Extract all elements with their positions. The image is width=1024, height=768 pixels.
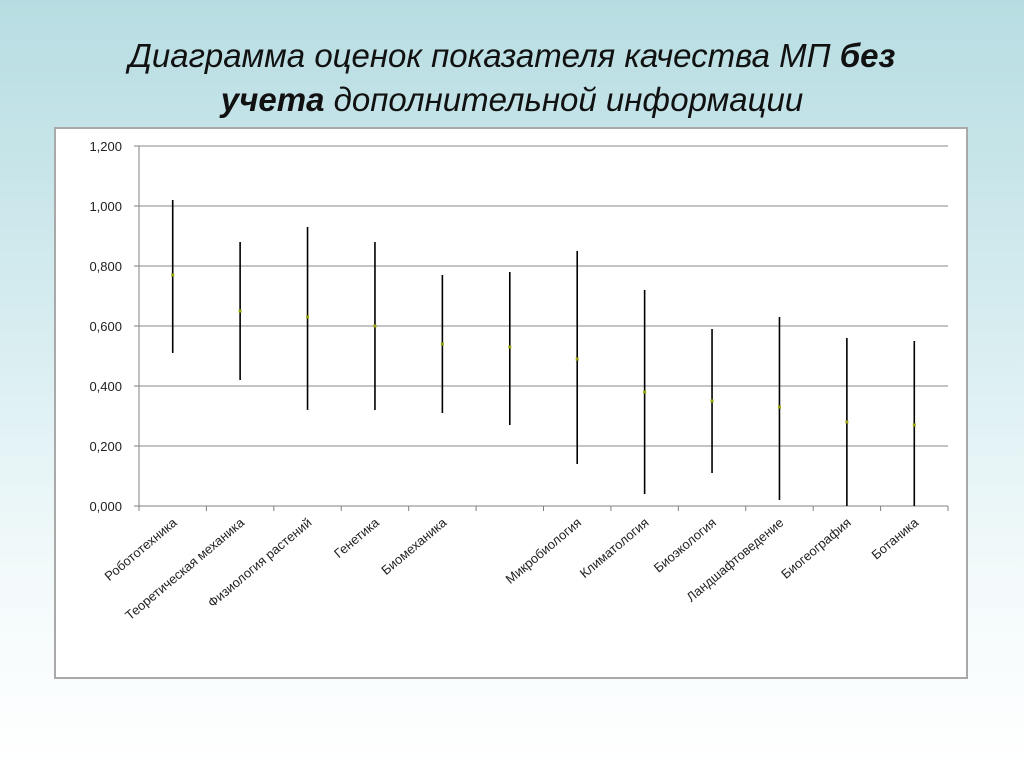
y-tick-label: 0,600 <box>89 319 122 334</box>
mean-marker <box>171 273 175 277</box>
mean-marker <box>238 309 242 313</box>
category-label: Ботаника <box>869 514 922 562</box>
y-tick-label: 0,200 <box>89 439 122 454</box>
title-line-1: Диаграмма оценок показателя качества МП … <box>60 34 964 78</box>
mean-marker <box>710 399 714 403</box>
mean-marker <box>643 390 647 394</box>
category-label: Микробиология <box>503 515 585 587</box>
y-tick-label: 1,200 <box>89 139 122 154</box>
mean-marker <box>845 420 849 424</box>
category-label: Климатология <box>577 515 652 581</box>
axis-layer <box>134 145 949 511</box>
mean-marker <box>306 315 310 319</box>
mean-marker <box>508 345 512 349</box>
category-label: Биоэкология <box>651 515 719 576</box>
error-bar-chart: 0,0000,2000,4000,6000,8001,0001,200Робот… <box>89 139 949 623</box>
y-tick-label: 1,000 <box>89 199 122 214</box>
title-text-bold2: учета <box>220 81 325 118</box>
title-text-part1: Диаграмма оценок показателя качества МП <box>128 37 840 74</box>
category-label: Теоретическая механика <box>122 514 247 623</box>
mean-marker <box>440 342 444 346</box>
grid-layer <box>139 145 948 447</box>
chart-frame: 0,000 0,200 0,400 0,600 0,800 1,000 1,200 Робот… <box>54 127 968 679</box>
category-label: Биомеханика <box>378 514 450 577</box>
mark-layer <box>171 200 916 506</box>
title-text-part2: дополнительной информации <box>324 81 804 118</box>
y-tick-label: 0,000 <box>89 499 122 514</box>
y-tick-label: 0,800 <box>89 259 122 274</box>
mean-marker <box>575 357 579 361</box>
slide-title: Диаграмма оценок показателя качества МП … <box>60 34 964 122</box>
title-line-2: учета дополнительной информации <box>60 78 964 122</box>
title-text-bold1: без <box>839 37 896 74</box>
category-label: Генетика <box>331 514 382 561</box>
mean-marker <box>912 423 916 427</box>
mean-marker <box>777 405 781 409</box>
label-layer: 0,0000,2000,4000,6000,8001,0001,200Робот… <box>89 139 921 623</box>
category-label: Биогеография <box>778 515 854 582</box>
y-tick-label: 0,400 <box>89 379 122 394</box>
mean-marker <box>373 324 377 328</box>
